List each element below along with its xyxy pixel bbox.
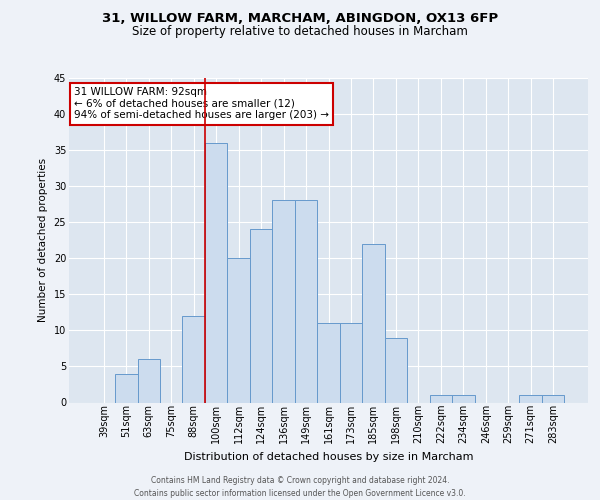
Y-axis label: Number of detached properties: Number of detached properties xyxy=(38,158,48,322)
Bar xyxy=(452,396,475,402)
Text: Contains HM Land Registry data © Crown copyright and database right 2024.: Contains HM Land Registry data © Crown c… xyxy=(151,476,449,485)
Bar xyxy=(272,200,295,402)
Bar xyxy=(182,316,205,402)
Text: 31 WILLOW FARM: 92sqm
← 6% of detached houses are smaller (12)
94% of semi-detac: 31 WILLOW FARM: 92sqm ← 6% of detached h… xyxy=(74,87,329,120)
Text: 31, WILLOW FARM, MARCHAM, ABINGDON, OX13 6FP: 31, WILLOW FARM, MARCHAM, ABINGDON, OX13… xyxy=(102,12,498,26)
Bar xyxy=(115,374,137,402)
Text: Contains public sector information licensed under the Open Government Licence v3: Contains public sector information licen… xyxy=(134,489,466,498)
Bar xyxy=(430,396,452,402)
X-axis label: Distribution of detached houses by size in Marcham: Distribution of detached houses by size … xyxy=(184,452,473,462)
Text: Size of property relative to detached houses in Marcham: Size of property relative to detached ho… xyxy=(132,25,468,38)
Bar xyxy=(205,142,227,402)
Bar xyxy=(340,323,362,402)
Bar xyxy=(295,200,317,402)
Bar xyxy=(520,396,542,402)
Bar xyxy=(250,229,272,402)
Bar xyxy=(317,323,340,402)
Bar xyxy=(137,359,160,403)
Bar xyxy=(227,258,250,402)
Bar xyxy=(385,338,407,402)
Bar xyxy=(362,244,385,402)
Bar xyxy=(542,396,565,402)
